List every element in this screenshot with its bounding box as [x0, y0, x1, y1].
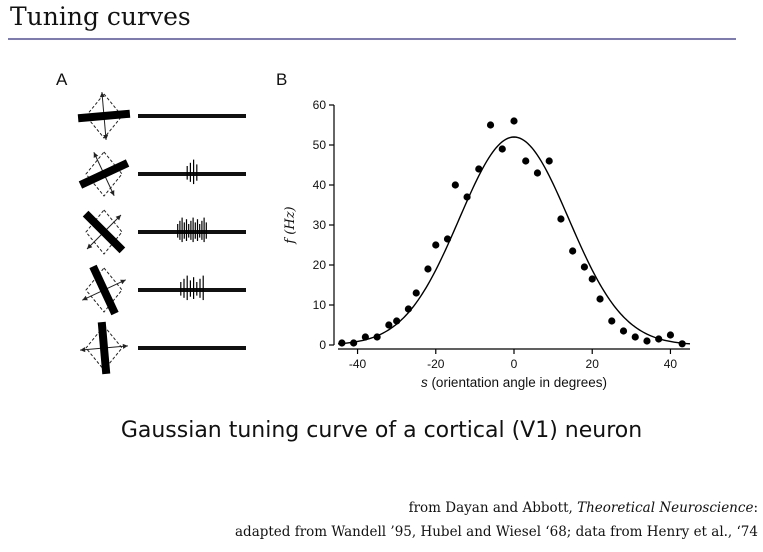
panel-b-label: B [276, 70, 288, 89]
spike-train-baseline [138, 346, 246, 350]
y-axis-label: f (Hz) [283, 206, 298, 244]
data-point [608, 317, 616, 325]
data-point [557, 215, 565, 223]
credit-line-1-pre: from Dayan and Abbott, [408, 500, 578, 516]
x-tick-label: 0 [511, 357, 518, 371]
y-tick-label: 30 [313, 218, 327, 232]
stimulus-bar [82, 210, 126, 254]
panel-a-label: A [56, 70, 68, 89]
gaussian-fit-curve [337, 136, 691, 345]
arrowhead-icon [93, 152, 99, 158]
arrowhead-icon [87, 243, 93, 249]
spike-train-baseline [138, 288, 246, 292]
y-tick-label: 60 [313, 98, 327, 112]
slide-caption: Gaussian tuning curve of a cortical (V1)… [120, 418, 643, 443]
data-point [350, 339, 358, 347]
y-tick-label: 0 [319, 338, 326, 352]
receptive-field-outline [85, 209, 123, 255]
data-point [361, 333, 369, 341]
data-point [580, 263, 588, 271]
data-point [393, 317, 401, 325]
y-tick-label: 40 [313, 178, 327, 192]
x-tick-label: 40 [664, 357, 678, 371]
arrowhead-icon [99, 92, 105, 98]
data-point [619, 327, 628, 335]
data-point [486, 121, 495, 129]
data-point [569, 247, 577, 255]
panel-a-stimuli-figure [77, 92, 246, 375]
title-underline [8, 38, 736, 40]
receptive-field-outline [85, 151, 123, 197]
x-axis-label-text: (orientation angle in degrees) [428, 375, 607, 390]
slide-title: Tuning curves [10, 2, 191, 31]
data-point [424, 265, 432, 273]
data-point [498, 145, 506, 153]
x-tick-label: -20 [427, 357, 445, 371]
data-point [678, 340, 686, 348]
arrowhead-icon [82, 295, 88, 301]
data-point [404, 305, 412, 313]
data-point [412, 289, 420, 297]
x-axis-label-symbol: s [421, 375, 428, 390]
receptive-field-outline [85, 267, 123, 313]
data-point [432, 241, 440, 249]
spike-train-baseline [138, 114, 246, 118]
arrowhead-icon [115, 215, 121, 221]
stimulus-row [82, 264, 246, 316]
arrowhead-icon [109, 190, 115, 196]
stimulus-bar [97, 321, 111, 375]
stimulus-row [77, 92, 246, 140]
arrowhead-icon [122, 343, 128, 349]
x-tick-label: 20 [586, 357, 600, 371]
data-point [643, 337, 651, 345]
data-point [510, 117, 518, 125]
credit-book-title: Theoretical Neuroscience [577, 500, 754, 516]
data-point [451, 181, 459, 189]
receptive-field-outline [85, 93, 123, 139]
data-point [463, 193, 471, 201]
stimulus-row [82, 209, 246, 255]
data-point [631, 333, 639, 341]
data-point [443, 235, 452, 243]
x-axis-label: s (orientation angle in degrees) [421, 375, 607, 390]
x-tick-label: -40 [349, 357, 367, 371]
data-point [588, 275, 596, 283]
credit-line-2: adapted from Wandell ’95, Hubel and Wies… [235, 524, 758, 540]
y-tick-label: 50 [313, 138, 327, 152]
data-point [338, 339, 346, 347]
arrowhead-icon [80, 347, 86, 353]
stimulus-bar [77, 109, 131, 123]
data-point [475, 165, 483, 173]
stimulus-bar [89, 264, 119, 316]
stimulus-row [78, 151, 246, 197]
credit-line-1: from Dayan and Abbott, Theoretical Neuro… [409, 500, 758, 516]
y-tick-label: 20 [313, 258, 327, 272]
arrowhead-icon [103, 134, 109, 140]
data-point [385, 321, 393, 329]
data-point [533, 169, 542, 177]
stimulus-bar [78, 159, 130, 189]
y-tick-label: 10 [313, 298, 327, 312]
data-point [373, 333, 381, 341]
panel-b-tuning-chart: 0 10 20 30 40 50 60 -40 -20 0 20 40 s (orientation a… [283, 98, 691, 390]
data-point [596, 295, 604, 303]
data-point [545, 157, 553, 165]
arrowhead-icon [120, 279, 126, 285]
data-point [522, 157, 530, 165]
spike-train-baseline [138, 172, 246, 176]
data-point [655, 335, 663, 343]
data-point [666, 331, 675, 339]
spike-train-baseline [138, 230, 246, 234]
credit-line-1-post: : [753, 500, 758, 516]
stimulus-row [80, 321, 246, 375]
